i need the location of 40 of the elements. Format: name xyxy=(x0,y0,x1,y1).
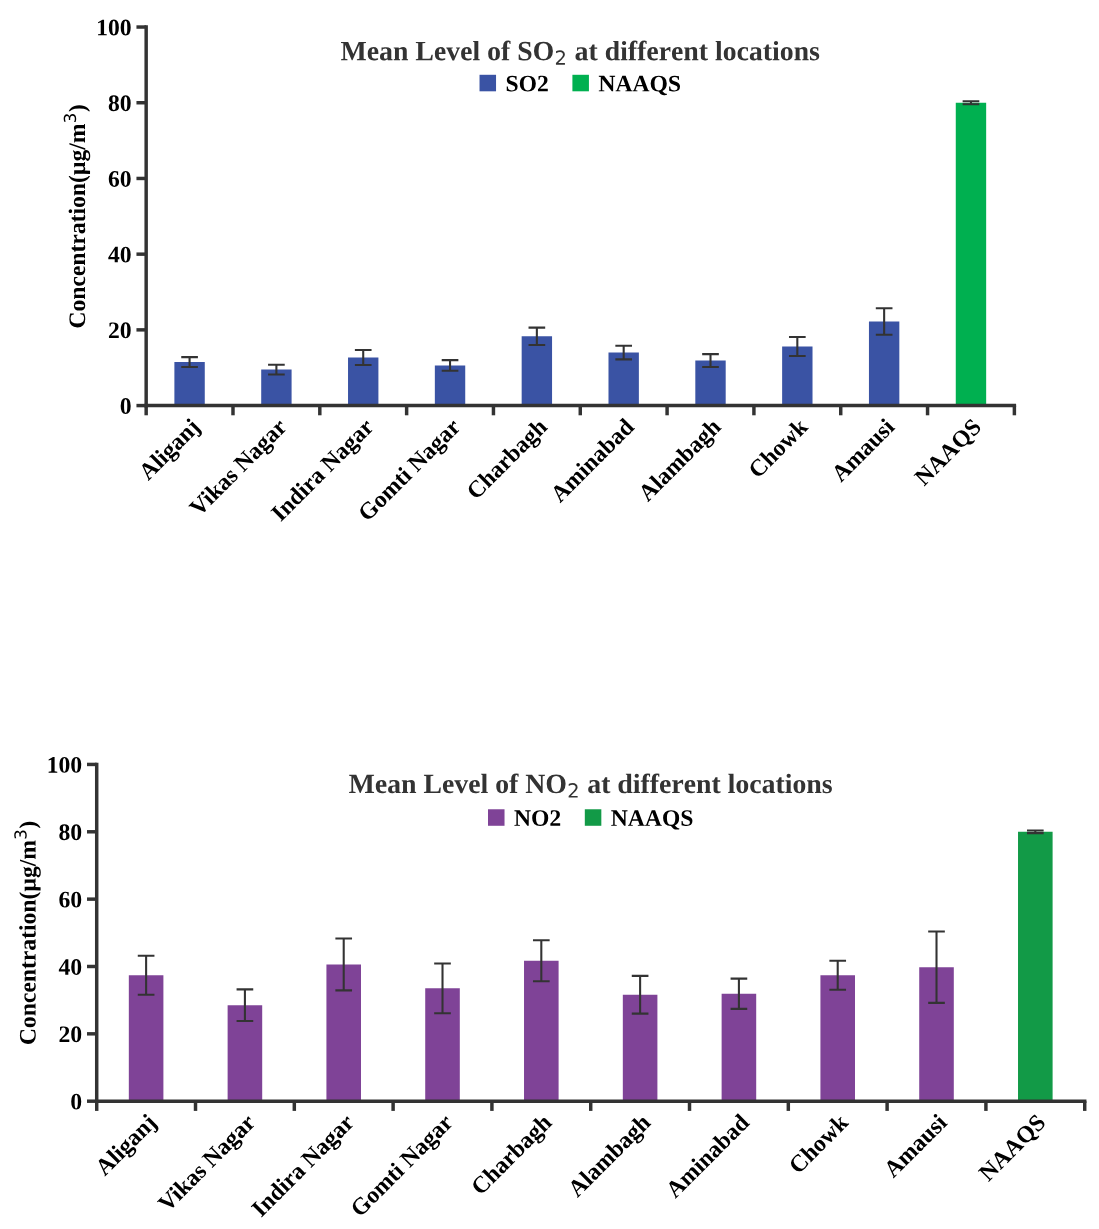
bar xyxy=(622,994,658,1102)
bar xyxy=(524,960,559,1102)
bar xyxy=(868,321,900,406)
chart-title: Mean Level of SO$_{2}$ at different locations xyxy=(341,40,820,65)
bar xyxy=(227,1005,263,1102)
bar xyxy=(782,346,813,406)
bar xyxy=(348,357,379,406)
y-tick-label: 60 xyxy=(59,891,82,908)
y-tick-label: 40 xyxy=(108,246,131,263)
legend-label: NAAQS xyxy=(598,75,681,96)
bar xyxy=(721,993,757,1102)
bar xyxy=(174,362,205,406)
bar xyxy=(820,975,855,1102)
y-tick-label: 100 xyxy=(98,19,131,36)
bar xyxy=(425,988,460,1102)
y-axis-title: Concentration(µg/m$^{3}$) xyxy=(63,105,91,328)
y-tick-label: 60 xyxy=(108,170,131,187)
y-tick-label: 0 xyxy=(120,398,131,414)
y-tick-label: 100 xyxy=(48,756,82,773)
y-tick-label: 0 xyxy=(71,1093,82,1110)
y-axis-title: Concentration(µg/m$^{3}$) xyxy=(14,821,41,1044)
y-tick-label: 80 xyxy=(59,824,82,841)
bar xyxy=(521,336,553,406)
legend-label: NAAQS xyxy=(611,810,693,830)
legend-label: SO2 xyxy=(506,75,548,92)
y-tick-label: 40 xyxy=(58,958,82,975)
bar xyxy=(695,360,726,406)
y-tick-label: 20 xyxy=(59,1026,82,1043)
bar xyxy=(919,967,954,1102)
chart-title: Mean Level of NO$_{2}$ at different locations xyxy=(349,773,832,798)
bar xyxy=(608,352,639,406)
y-tick-label: 80 xyxy=(108,95,131,112)
bar xyxy=(1018,831,1053,1102)
bar xyxy=(434,365,466,406)
bar xyxy=(261,369,292,406)
y-tick-label: 20 xyxy=(108,322,131,339)
bar xyxy=(326,964,361,1102)
bar xyxy=(128,975,164,1102)
bar xyxy=(955,102,987,406)
legend-label: NO2 xyxy=(514,810,561,827)
